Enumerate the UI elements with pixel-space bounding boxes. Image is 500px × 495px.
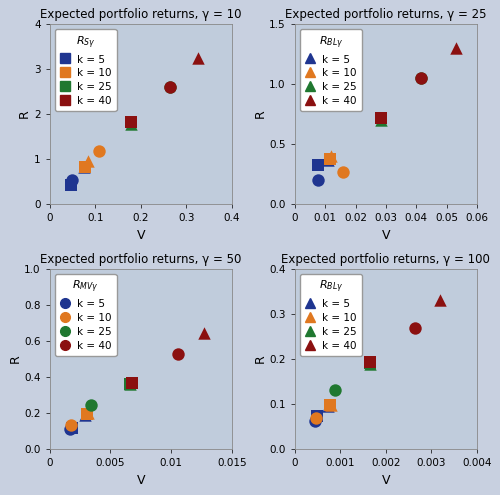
X-axis label: V: V — [136, 229, 145, 242]
Legend: k = 5, k = 10, k = 25, k = 40: k = 5, k = 10, k = 25, k = 40 — [55, 274, 116, 356]
Point — [324, 402, 332, 410]
Point — [67, 181, 75, 189]
Point — [312, 417, 320, 425]
Legend: k = 5, k = 10, k = 25, k = 40: k = 5, k = 10, k = 25, k = 40 — [300, 274, 362, 356]
Title: Expected portfolio returns, γ = 10: Expected portfolio returns, γ = 10 — [40, 8, 241, 21]
Point — [366, 360, 374, 368]
Point — [314, 176, 322, 184]
Point — [412, 324, 420, 332]
Y-axis label: R: R — [254, 110, 266, 118]
Point — [82, 411, 90, 419]
Point — [95, 147, 103, 155]
Point — [417, 74, 425, 82]
Point — [126, 120, 134, 128]
Point — [81, 163, 89, 171]
Point — [340, 168, 347, 176]
Title: Expected portfolio returns, γ = 25: Expected portfolio returns, γ = 25 — [285, 8, 486, 21]
Point — [174, 350, 182, 358]
Point — [331, 387, 339, 395]
Point — [126, 380, 134, 388]
Point — [452, 44, 460, 52]
Point — [312, 412, 320, 420]
Point — [314, 161, 322, 169]
Point — [128, 379, 136, 387]
Point — [194, 54, 202, 62]
Point — [436, 296, 444, 304]
Point — [68, 176, 76, 184]
Point — [166, 83, 174, 91]
Y-axis label: R: R — [254, 354, 266, 363]
Point — [126, 118, 134, 126]
Point — [126, 381, 134, 389]
Point — [84, 157, 92, 165]
Point — [327, 401, 335, 409]
X-axis label: V: V — [382, 474, 390, 487]
Point — [87, 401, 95, 409]
Point — [126, 118, 134, 126]
Y-axis label: R: R — [18, 110, 31, 118]
Legend: k = 5, k = 10, k = 25, k = 40: k = 5, k = 10, k = 25, k = 40 — [300, 29, 362, 111]
Point — [66, 425, 74, 433]
Point — [378, 114, 386, 122]
Point — [200, 329, 208, 337]
Point — [417, 74, 425, 82]
Point — [378, 116, 386, 124]
Title: Expected portfolio returns, γ = 100: Expected portfolio returns, γ = 100 — [282, 253, 490, 266]
Point — [80, 163, 88, 171]
Point — [84, 410, 92, 418]
Y-axis label: R: R — [8, 354, 22, 363]
X-axis label: V: V — [136, 474, 145, 487]
Title: Expected portfolio returns, γ = 50: Expected portfolio returns, γ = 50 — [40, 253, 241, 266]
Point — [366, 359, 374, 367]
Point — [324, 156, 332, 164]
Point — [166, 83, 174, 91]
Legend: k = 5, k = 10, k = 25, k = 40: k = 5, k = 10, k = 25, k = 40 — [55, 29, 116, 111]
X-axis label: V: V — [382, 229, 390, 242]
Point — [68, 424, 76, 432]
Point — [326, 401, 334, 409]
Point — [378, 114, 386, 122]
Point — [327, 152, 335, 160]
Point — [326, 154, 334, 162]
Point — [67, 421, 75, 429]
Point — [84, 409, 92, 417]
Point — [366, 358, 374, 366]
Point — [312, 414, 320, 422]
